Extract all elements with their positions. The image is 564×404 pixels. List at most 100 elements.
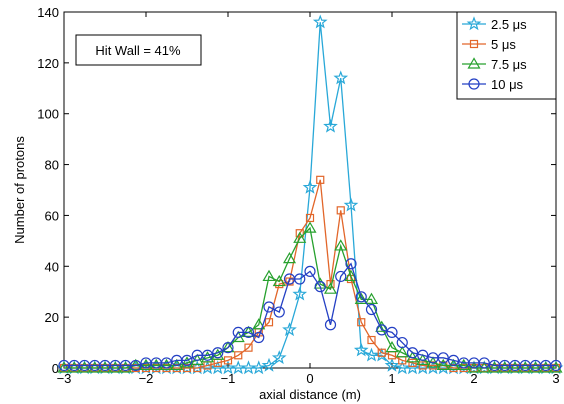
data-point — [77, 361, 92, 373]
data-point — [437, 352, 449, 364]
data-point — [395, 346, 409, 358]
data-point — [312, 14, 328, 29]
data-point — [323, 282, 338, 294]
data-point — [180, 356, 194, 368]
data-point — [344, 269, 358, 282]
data-point — [357, 318, 366, 327]
data-point — [130, 359, 142, 372]
legend-label: 2.5 μs — [491, 17, 527, 32]
hit-wall-annotation: Hit Wall = 41% — [95, 43, 181, 58]
x-tick-label: −1 — [221, 371, 236, 386]
data-point — [272, 274, 286, 287]
data-point — [149, 358, 163, 371]
data-point — [539, 361, 553, 373]
data-point — [345, 258, 357, 270]
data-point — [459, 363, 468, 373]
data-point — [343, 197, 359, 212]
data-point — [384, 357, 400, 372]
data-point — [396, 336, 408, 349]
x-tick-label: 0 — [306, 371, 313, 386]
data-point — [212, 347, 224, 359]
data-point — [355, 291, 367, 303]
data-point — [223, 356, 233, 365]
data-point — [263, 301, 275, 313]
data-point — [282, 322, 297, 337]
data-point — [302, 179, 318, 194]
legend-marker — [467, 57, 481, 69]
data-point — [304, 265, 316, 277]
data-point — [241, 325, 256, 337]
data-point — [221, 340, 235, 353]
x-axis-label: axial distance (m) — [259, 387, 361, 402]
data-point — [365, 303, 378, 316]
data-point — [222, 342, 234, 354]
data-point — [418, 361, 427, 370]
data-point — [498, 361, 512, 373]
series-layer — [56, 14, 564, 375]
data-point — [364, 292, 379, 304]
data-point — [428, 361, 438, 370]
y-tick-label: 80 — [45, 158, 59, 173]
data-point — [253, 331, 265, 344]
data-point — [285, 277, 294, 286]
data-point — [386, 326, 398, 338]
data-point — [316, 175, 325, 184]
data-point — [294, 273, 306, 285]
data-point — [108, 361, 122, 373]
data-point — [181, 354, 193, 366]
legend-label: 7.5 μs — [491, 57, 527, 72]
data-point — [447, 354, 460, 366]
legend-marker — [466, 16, 482, 31]
y-tick-label: 140 — [37, 5, 59, 20]
data-point — [162, 363, 171, 373]
y-axis-label: Number of protons — [12, 136, 27, 244]
x-tick-label: 3 — [552, 371, 559, 386]
data-point — [324, 319, 337, 331]
data-point — [528, 361, 543, 373]
data-point — [131, 363, 140, 373]
data-point — [88, 361, 102, 373]
legend-label: 5 μs — [491, 37, 516, 52]
data-point — [518, 361, 532, 373]
data-point — [160, 357, 173, 369]
data-point — [314, 281, 326, 293]
x-tick-label: 1 — [388, 371, 395, 386]
data-point — [292, 286, 308, 301]
data-point — [334, 239, 348, 251]
annotation-box: Hit Wall = 41% — [75, 34, 202, 66]
data-point — [375, 320, 389, 332]
data-point — [282, 251, 297, 264]
data-point — [252, 318, 266, 330]
data-point — [377, 348, 386, 357]
series-circle — [58, 258, 562, 372]
data-point — [118, 361, 133, 373]
data-point — [201, 349, 214, 361]
data-point — [139, 358, 153, 371]
data-point — [457, 358, 471, 371]
data-point — [67, 361, 81, 373]
x-tick-label: −3 — [57, 371, 72, 386]
data-point — [293, 231, 307, 243]
data-point — [354, 292, 368, 304]
data-point — [406, 347, 419, 359]
legend-marker — [469, 39, 479, 49]
data-point — [57, 361, 71, 373]
series-line — [64, 262, 556, 367]
data-point — [98, 361, 112, 373]
legend: 2.5 μs 5 μs 7.5 μs 10 μs — [456, 11, 557, 100]
y-tick-label: 100 — [37, 107, 59, 122]
data-point — [262, 269, 276, 282]
y-tick-label: 120 — [37, 56, 59, 71]
data-point — [273, 306, 285, 318]
data-point — [303, 221, 317, 233]
data-point — [550, 359, 562, 372]
data-point — [353, 342, 369, 357]
x-tick-label: 2 — [470, 371, 477, 386]
data-point — [234, 351, 243, 360]
data-point — [487, 361, 502, 373]
data-point — [271, 350, 287, 365]
data-point — [159, 358, 174, 371]
y-tick-label: 20 — [45, 310, 59, 325]
data-point — [408, 358, 417, 368]
data-point — [333, 70, 349, 85]
